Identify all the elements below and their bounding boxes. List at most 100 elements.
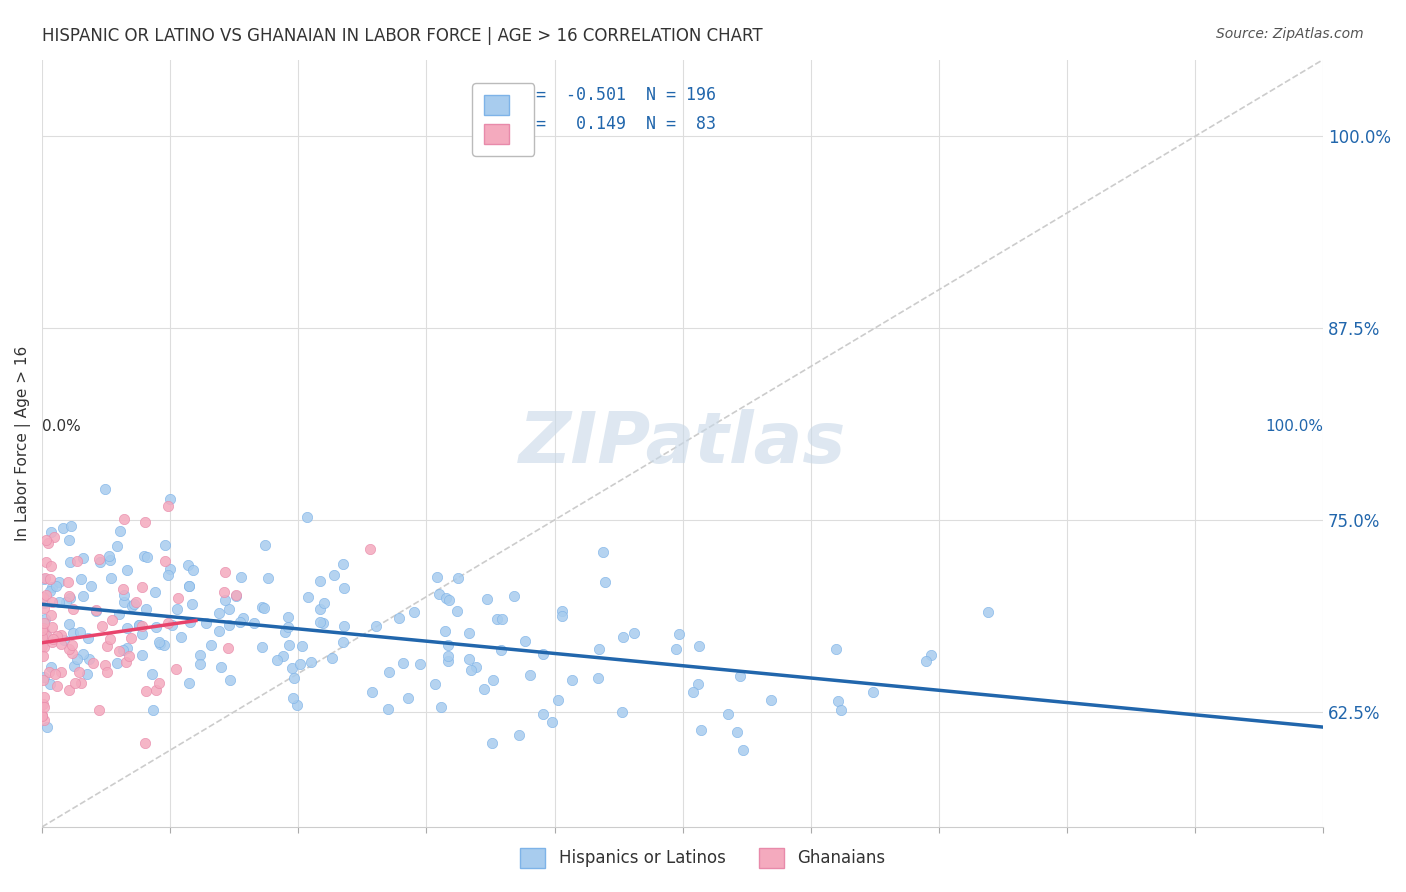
Ghanaians [60, 647, 83, 661]
Ghanaians [135, 683, 157, 698]
Hispanics or Latinos [166, 601, 188, 615]
Hispanics or Latinos [472, 682, 495, 697]
Hispanics or Latinos [59, 555, 82, 569]
Text: 100.0%: 100.0% [1265, 418, 1323, 434]
Ghanaians [131, 580, 153, 594]
Hispanics or Latinos [827, 694, 849, 708]
Hispanics or Latinos [447, 571, 470, 585]
Hispanics or Latinos [58, 616, 80, 631]
Hispanics or Latinos [145, 620, 167, 634]
Hispanics or Latinos [253, 538, 276, 552]
Hispanics or Latinos [136, 549, 159, 564]
Hispanics or Latinos [70, 572, 93, 586]
Hispanics or Latinos [759, 692, 782, 706]
Hispanics or Latinos [98, 553, 121, 567]
Hispanics or Latinos [915, 654, 938, 668]
Hispanics or Latinos [309, 574, 332, 589]
Hispanics or Latinos [105, 656, 128, 670]
Hispanics or Latinos [128, 618, 150, 632]
Hispanics or Latinos [425, 677, 447, 691]
Hispanics or Latinos [181, 563, 204, 577]
Ghanaians [41, 635, 63, 649]
Ghanaians [111, 582, 134, 596]
Ghanaians [32, 625, 55, 640]
Hispanics or Latinos [862, 685, 884, 699]
Ghanaians [41, 595, 63, 609]
Hispanics or Latinos [460, 663, 482, 677]
Hispanics or Latinos [177, 579, 200, 593]
Hispanics or Latinos [181, 597, 204, 611]
Hispanics or Latinos [281, 691, 304, 706]
Hispanics or Latinos [295, 509, 318, 524]
Hispanics or Latinos [429, 587, 451, 601]
Hispanics or Latinos [219, 673, 242, 687]
Hispanics or Latinos [446, 604, 468, 618]
Ghanaians [66, 553, 89, 567]
Hispanics or Latinos [208, 624, 231, 639]
Hispanics or Latinos [112, 643, 135, 657]
Legend: Hispanics or Latinos, Ghanaians: Hispanics or Latinos, Ghanaians [513, 841, 893, 875]
Hispanics or Latinos [256, 571, 278, 585]
Hispanics or Latinos [689, 723, 711, 737]
Hispanics or Latinos [825, 642, 848, 657]
Hispanics or Latinos [458, 625, 481, 640]
Hispanics or Latinos [312, 616, 335, 631]
Hispanics or Latinos [77, 651, 100, 665]
Hispanics or Latinos [52, 521, 75, 535]
Ghanaians [155, 554, 177, 568]
Hispanics or Latinos [920, 648, 942, 663]
Ghanaians [165, 662, 187, 676]
Hispanics or Latinos [477, 591, 499, 606]
Ghanaians [45, 679, 67, 693]
Hispanics or Latinos [402, 605, 425, 619]
Hispanics or Latinos [378, 665, 401, 680]
Hispanics or Latinos [39, 676, 62, 690]
Text: ZIPatlas: ZIPatlas [519, 409, 846, 478]
Ghanaians [84, 602, 107, 616]
Hispanics or Latinos [457, 652, 479, 666]
Hispanics or Latinos [128, 617, 150, 632]
Hispanics or Latinos [688, 639, 710, 653]
Hispanics or Latinos [610, 705, 633, 719]
Hispanics or Latinos [32, 624, 55, 638]
Hispanics or Latinos [59, 518, 82, 533]
Hispanics or Latinos [177, 558, 200, 573]
Hispanics or Latinos [308, 615, 330, 629]
Hispanics or Latinos [229, 570, 252, 584]
Y-axis label: In Labor Force | Age > 16: In Labor Force | Age > 16 [15, 345, 31, 541]
Hispanics or Latinos [32, 572, 55, 586]
Hispanics or Latinos [115, 563, 138, 577]
Text: HISPANIC OR LATINO VS GHANAIAN IN LABOR FORCE | AGE > 16 CORRELATION CHART: HISPANIC OR LATINO VS GHANAIAN IN LABOR … [42, 27, 763, 45]
Hispanics or Latinos [593, 574, 616, 589]
Ghanaians [217, 641, 239, 656]
Hispanics or Latinos [63, 659, 86, 673]
Hispanics or Latinos [308, 602, 330, 616]
Ghanaians [131, 619, 153, 633]
Hispanics or Latinos [41, 580, 63, 594]
Hispanics or Latinos [72, 589, 94, 603]
Hispanics or Latinos [665, 642, 688, 657]
Hispanics or Latinos [540, 714, 562, 729]
Hispanics or Latinos [513, 634, 536, 648]
Ghanaians [98, 632, 121, 646]
Ghanaians [42, 632, 65, 646]
Hispanics or Latinos [288, 657, 311, 672]
Hispanics or Latinos [433, 624, 456, 639]
Text: Source: ZipAtlas.com: Source: ZipAtlas.com [1216, 27, 1364, 41]
Hispanics or Latinos [32, 596, 55, 610]
Ghanaians [67, 665, 90, 679]
Hispanics or Latinos [297, 591, 319, 605]
Ghanaians [69, 675, 91, 690]
Hispanics or Latinos [39, 525, 62, 540]
Ghanaians [39, 608, 62, 623]
Ghanaians [91, 619, 114, 633]
Hispanics or Latinos [434, 591, 457, 606]
Legend: , : , [472, 83, 534, 155]
Ghanaians [38, 572, 60, 586]
Hispanics or Latinos [53, 632, 76, 647]
Hispanics or Latinos [531, 707, 554, 722]
Ghanaians [167, 591, 190, 605]
Hispanics or Latinos [37, 720, 59, 734]
Ghanaians [145, 683, 167, 698]
Hispanics or Latinos [179, 615, 201, 629]
